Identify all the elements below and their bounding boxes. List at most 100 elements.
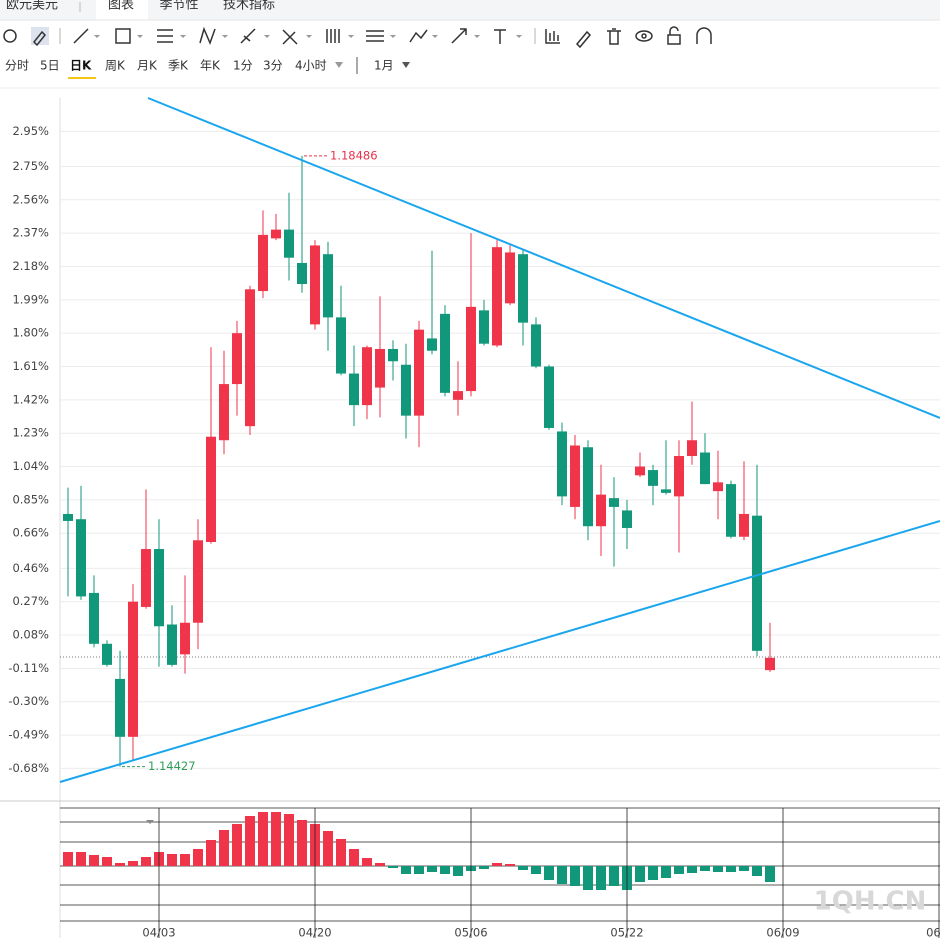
- candle-body: [128, 601, 138, 737]
- y-tick-label: -0.49%: [8, 728, 49, 742]
- macd-bar: [674, 866, 684, 874]
- macd-bar: [349, 849, 359, 866]
- macd-bar: [596, 866, 606, 890]
- period-button[interactable]: 3分: [263, 59, 283, 73]
- y-tick-label: 2.18%: [12, 259, 49, 273]
- y-tick-label: 2.95%: [12, 124, 49, 138]
- macd-bar: [453, 866, 463, 876]
- period-button[interactable]: 5日: [40, 59, 60, 73]
- macd-bar: [102, 857, 112, 866]
- x-tick-label: 05/06: [454, 926, 487, 938]
- candle-body: [323, 254, 333, 318]
- macd-bar: [297, 820, 307, 866]
- y-tick-label: 1.99%: [12, 292, 49, 306]
- candle-body: [726, 484, 736, 537]
- y-tick-label: 2.56%: [12, 192, 49, 206]
- candle-body: [609, 498, 619, 507]
- y-tick-label: 2.37%: [12, 226, 49, 240]
- y-tick-label: 1.61%: [12, 359, 49, 373]
- y-tick-label: 0.85%: [12, 492, 49, 506]
- macd-bar: [505, 864, 515, 866]
- macd-bar: [752, 866, 762, 876]
- x-tick-label: 06/09: [766, 926, 799, 938]
- candle-body: [76, 519, 86, 597]
- candle-body: [427, 338, 437, 351]
- macd-bar: [544, 866, 554, 880]
- period-button[interactable]: 年K: [200, 59, 221, 73]
- candle-body: [115, 678, 125, 737]
- candle-body: [687, 440, 697, 457]
- macd-bar: [180, 854, 190, 866]
- x-tick-label: 04/03: [142, 926, 175, 938]
- macd-bar: [531, 866, 541, 874]
- candle-body: [375, 348, 385, 388]
- macd-bar: [232, 824, 242, 866]
- macd-arrow: [146, 820, 154, 824]
- period-button[interactable]: 周K: [105, 59, 126, 73]
- macd-bar: [258, 812, 268, 866]
- macd-bar: [570, 866, 580, 886]
- y-tick-label: -0.68%: [8, 761, 49, 775]
- macd-bar: [557, 866, 567, 884]
- y-tick-label: 0.66%: [12, 526, 49, 540]
- candle-body: [570, 445, 580, 507]
- period-button[interactable]: 月K: [137, 59, 158, 73]
- candle-body: [765, 657, 775, 671]
- macd-bar: [401, 866, 411, 874]
- trend-line: [59, 520, 940, 783]
- candle-body: [713, 482, 723, 492]
- macd-bar: [63, 852, 73, 866]
- macd-bar: [167, 854, 177, 866]
- candle-body: [466, 306, 476, 392]
- candle-body: [180, 622, 190, 655]
- candle-body: [219, 384, 229, 441]
- macd-bar: [648, 866, 658, 880]
- candle-body: [258, 234, 268, 292]
- period-button[interactable]: 1月: [374, 59, 394, 73]
- candle-body: [336, 317, 346, 374]
- candle-body: [739, 513, 749, 537]
- tab: 技术指标: [223, 0, 275, 13]
- macd-bar: [687, 866, 697, 873]
- macd-bar: [765, 866, 775, 882]
- y-tick-label: 0.27%: [12, 594, 49, 608]
- period-button[interactable]: 4小时: [295, 59, 327, 73]
- annotation: 1.18486: [330, 148, 378, 162]
- candle-body: [362, 347, 372, 406]
- x-tick-label: 06/2: [926, 926, 940, 938]
- candle-body: [245, 289, 255, 427]
- candle-body: [700, 452, 710, 485]
- y-tick-label: 1.04%: [12, 459, 49, 473]
- watermark: 1QH.CN: [814, 887, 927, 917]
- candle-body: [401, 364, 411, 416]
- candle-body: [141, 549, 151, 607]
- toolbar-icons: [3, 26, 712, 49]
- candle-body: [557, 431, 567, 497]
- macd-bar: [245, 816, 255, 866]
- macd-bar: [76, 852, 86, 866]
- candle-body: [154, 549, 164, 627]
- period-button[interactable]: 分时: [5, 59, 29, 73]
- candle-body: [206, 436, 216, 543]
- candle-body: [479, 310, 489, 344]
- y-tick-label: 1.23%: [12, 426, 49, 440]
- candle-body: [271, 229, 281, 239]
- period-button[interactable]: 1分: [233, 59, 253, 73]
- period-button[interactable]: 季K: [168, 59, 189, 73]
- candle-body: [635, 466, 645, 476]
- macd-bar: [271, 812, 281, 866]
- macd-bar: [635, 866, 645, 882]
- y-tick-label: 1.42%: [12, 392, 49, 406]
- y-tick-label: 0.08%: [12, 628, 49, 642]
- candle-body: [440, 313, 450, 393]
- candle-body: [193, 540, 203, 623]
- period-button[interactable]: 日K: [70, 59, 92, 73]
- macd-bar: [414, 866, 424, 874]
- candle-body: [167, 624, 177, 665]
- candle-body: [414, 329, 424, 416]
- macd-bar: [89, 855, 99, 866]
- candle-body: [102, 643, 112, 665]
- macd-bar: [388, 866, 398, 868]
